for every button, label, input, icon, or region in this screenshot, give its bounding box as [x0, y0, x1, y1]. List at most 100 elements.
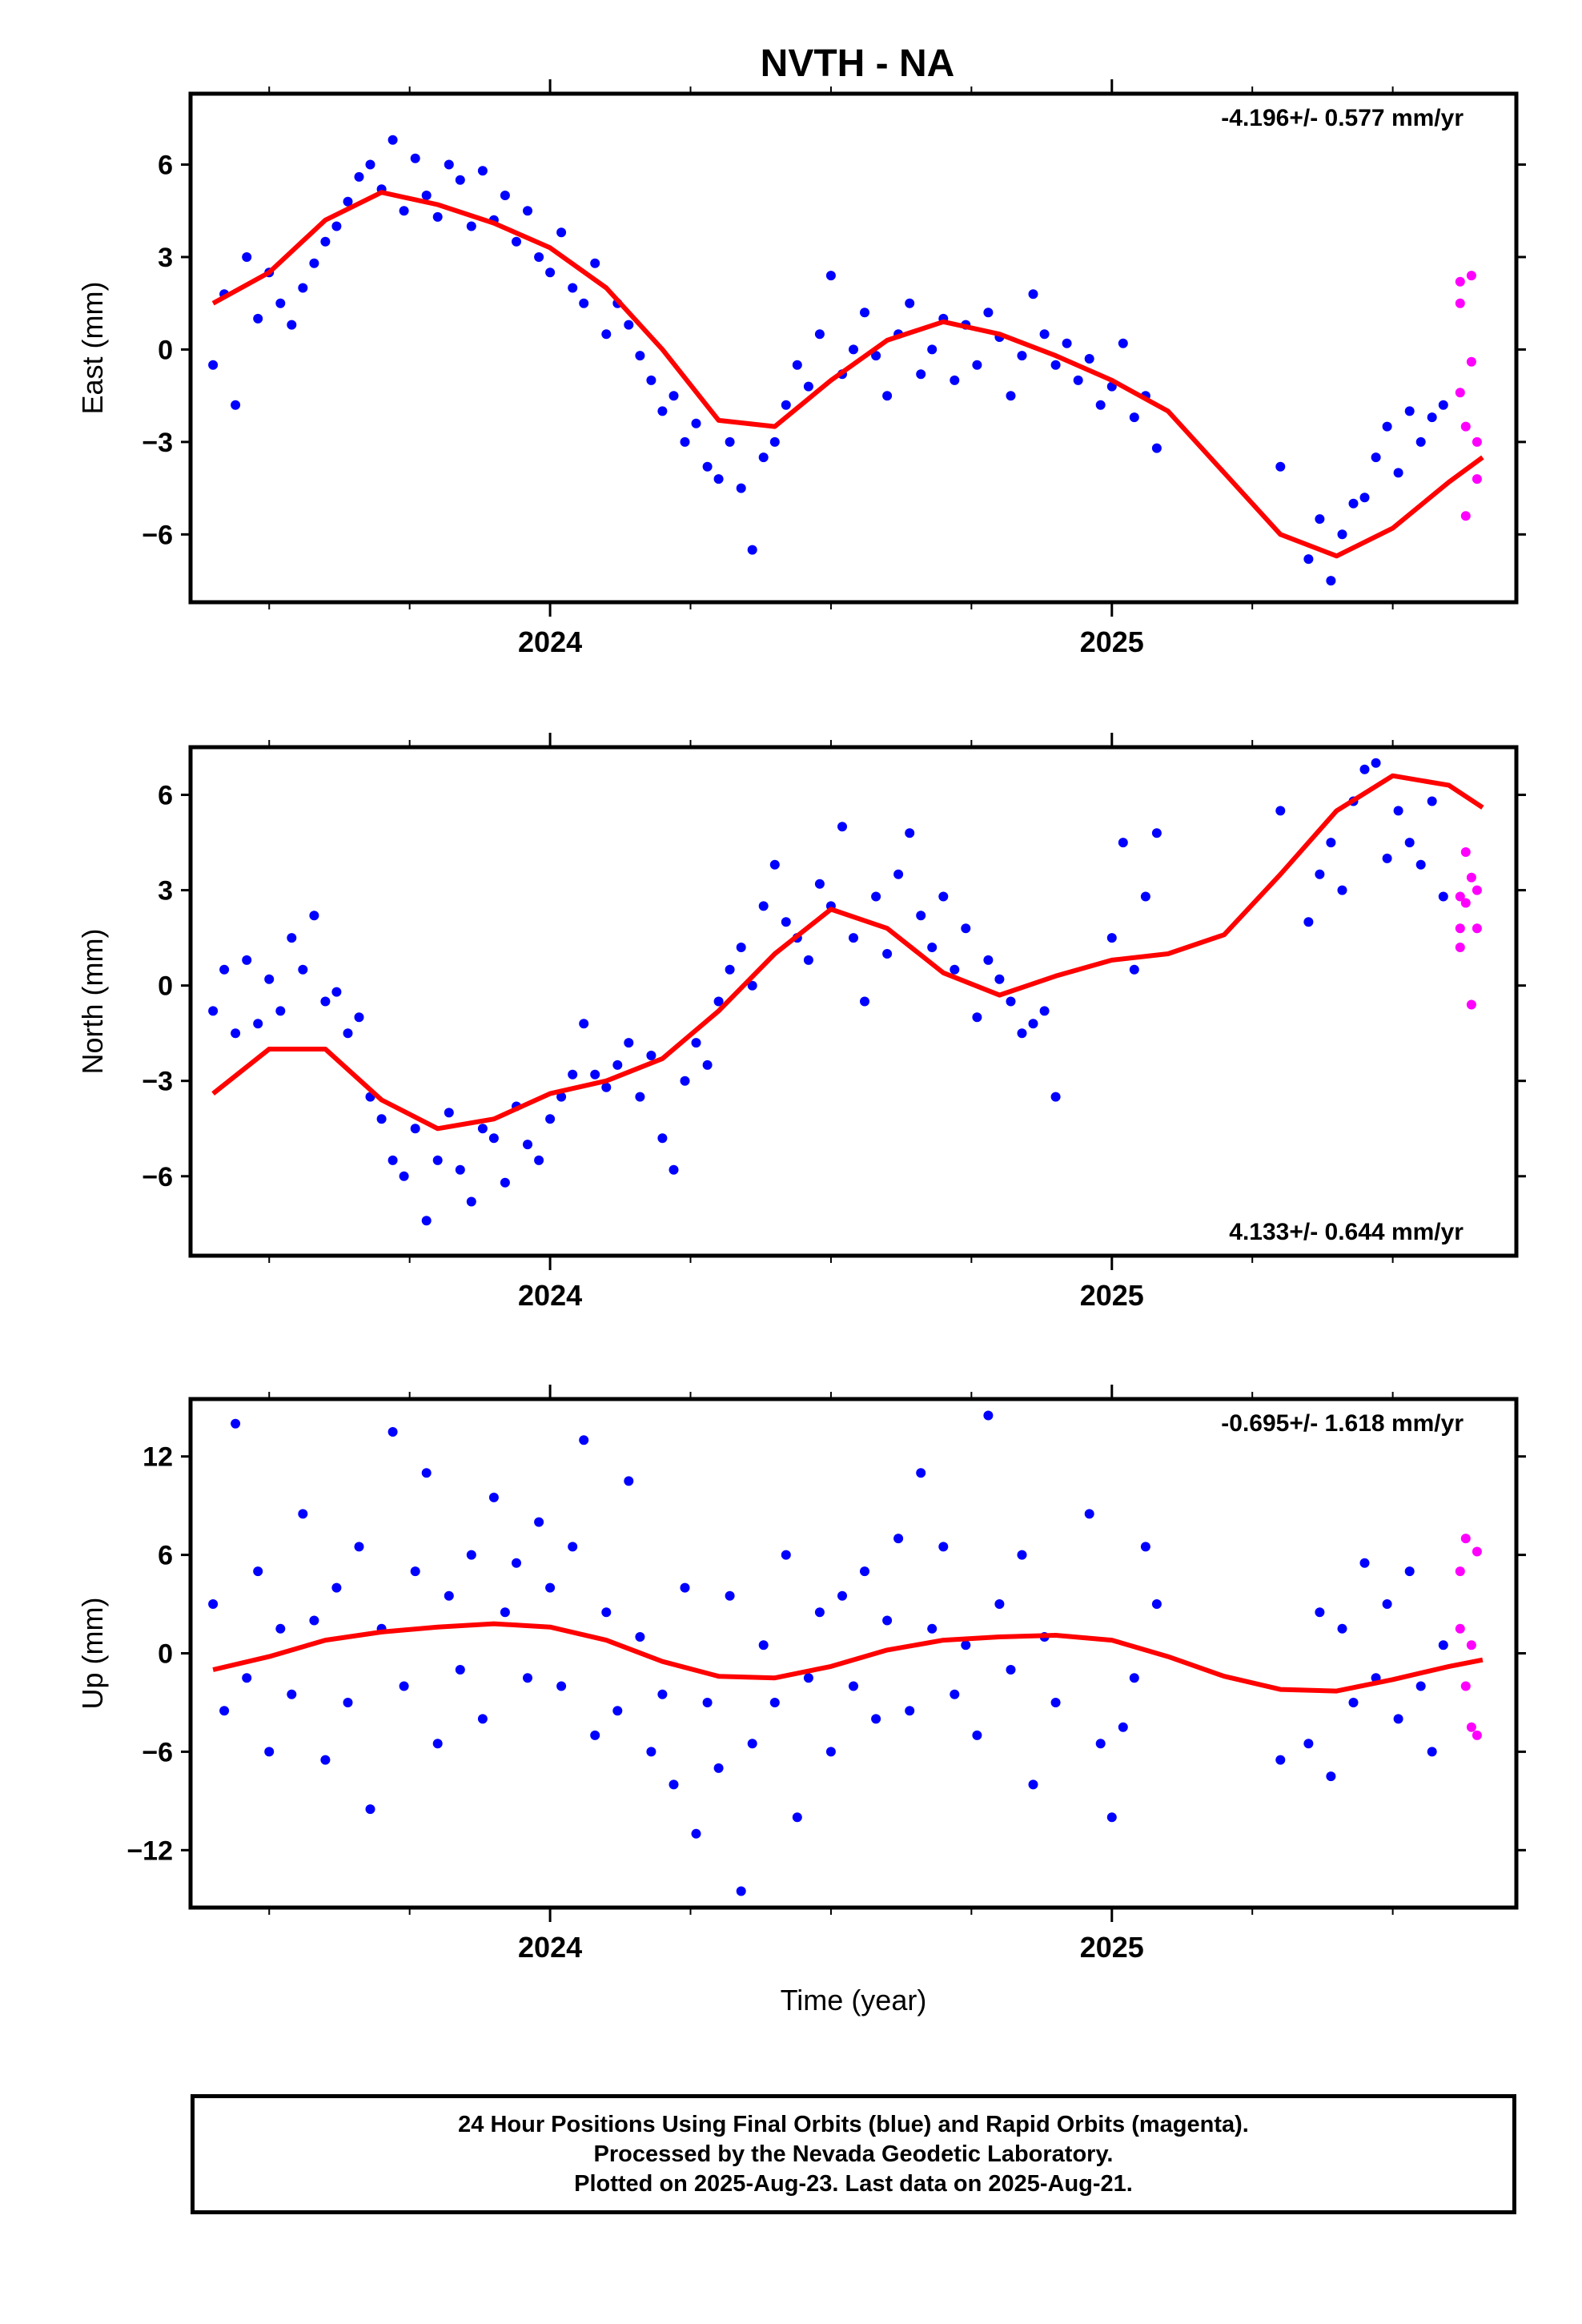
final-orbit-point [1393, 1714, 1403, 1724]
final-orbit-point [1303, 554, 1314, 565]
final-orbit-point [1404, 406, 1415, 416]
final-orbit-point [601, 1082, 612, 1092]
final-orbit-point [275, 1006, 286, 1016]
final-orbit-point [219, 1706, 230, 1716]
final-orbit-point [612, 1706, 623, 1716]
final-orbit-point [287, 320, 297, 330]
final-orbit-point [477, 1124, 488, 1134]
final-orbit-point [466, 221, 476, 231]
final-orbit-point [1095, 400, 1106, 410]
final-orbit-point [849, 344, 858, 355]
final-orbit-point [488, 1492, 499, 1502]
final-orbit-point [680, 1582, 690, 1593]
final-orbit-point [545, 1114, 556, 1124]
final-orbit-point [814, 329, 825, 340]
model-fit-line [212, 1621, 1484, 1694]
final-orbit-point [1017, 351, 1027, 361]
final-orbit-point [523, 1673, 532, 1683]
final-orbit-point [421, 1468, 432, 1478]
panel-frame [188, 745, 1519, 1258]
final-orbit-point [579, 298, 589, 308]
final-orbit-point [837, 1590, 847, 1601]
final-orbit-point [803, 381, 813, 392]
final-orbit-point [882, 1615, 893, 1626]
rapid-orbit-point [1455, 1566, 1465, 1577]
final-orbit-point [601, 1607, 612, 1618]
y-tick-label: 3 [158, 243, 173, 273]
y-tick-label: −3 [142, 1067, 173, 1097]
final-orbit-point [320, 996, 331, 1007]
final-orbit-point [579, 1435, 589, 1445]
final-orbit-point [1315, 1607, 1325, 1618]
final-orbit-point [882, 391, 893, 401]
final-orbit-point [871, 351, 881, 361]
final-orbit-point [702, 1059, 713, 1070]
final-orbit-point [601, 329, 612, 340]
y-tick-label: −6 [142, 1737, 173, 1767]
final-orbit-point [1382, 853, 1392, 863]
final-orbit-point [231, 1028, 241, 1039]
final-orbit-point [309, 911, 319, 921]
final-orbit-point [646, 375, 656, 385]
panel-frame [188, 1397, 1519, 1910]
final-orbit-point [231, 400, 241, 410]
final-orbit-point [242, 955, 252, 965]
final-orbit-point [253, 1019, 263, 1029]
x-tick-label: 2025 [1080, 1279, 1144, 1312]
final-orbit-point [410, 153, 420, 163]
final-orbit-point [1393, 806, 1403, 816]
panel-frame [188, 91, 1519, 605]
final-orbit-point [1275, 461, 1286, 472]
final-orbit-point [1129, 1673, 1139, 1683]
final-orbit-point [1084, 354, 1094, 364]
final-orbit-point [556, 1092, 567, 1102]
final-orbit-point [781, 917, 791, 927]
final-orbit-point [444, 1590, 454, 1601]
final-orbit-point [1438, 400, 1448, 410]
final-orbit-point [500, 191, 510, 200]
final-orbit-point [1337, 1623, 1347, 1634]
final-orbit-point [1028, 1779, 1038, 1790]
final-orbit-point [523, 1140, 532, 1150]
final-orbit-point [1382, 421, 1392, 432]
final-orbit-point [298, 1509, 308, 1519]
final-orbit-point [455, 1665, 465, 1675]
final-orbit-point [1006, 1665, 1016, 1675]
final-orbit-point [713, 474, 724, 485]
final-orbit-point [1315, 869, 1325, 879]
final-orbit-point [432, 211, 443, 222]
final-orbit-point [882, 949, 893, 959]
final-orbit-point [1427, 796, 1437, 806]
final-orbit-point [905, 1706, 915, 1716]
final-orbit-point [713, 1763, 724, 1773]
rapid-orbit-point [1472, 436, 1482, 447]
final-orbit-point [1415, 859, 1426, 870]
y-tick-label: 0 [158, 971, 173, 1002]
rapid-orbit-point [1460, 898, 1471, 908]
final-orbit-point [680, 436, 690, 447]
panel-2: −6 −3 0 3 6 2024 2025 North (mm) 4.133+/- 0.644 … [76, 733, 1526, 1312]
rate-label: -4.196+/- 0.577 mm/yr [1221, 105, 1464, 131]
rapid-orbit-point [1466, 1640, 1476, 1651]
final-orbit-point [242, 252, 252, 262]
final-orbit-point [646, 1051, 656, 1060]
final-orbit-point [814, 1607, 825, 1618]
final-orbit-point [612, 1059, 623, 1070]
y-tick-label: −12 [126, 1835, 173, 1866]
final-orbit-point [825, 1747, 836, 1757]
footer-line-processed: Processed by the Nevada Geodetic Laborat… [593, 2141, 1114, 2167]
final-orbit-point [376, 1114, 387, 1124]
final-orbit-point [825, 271, 836, 281]
final-orbit-point [545, 1582, 556, 1593]
final-orbit-point [455, 1164, 465, 1175]
rapid-orbit-point [1472, 474, 1482, 485]
final-orbit-point [1118, 338, 1128, 348]
final-orbit-point [1028, 1019, 1038, 1029]
final-orbit-point [849, 1681, 858, 1691]
final-orbit-point [231, 1418, 241, 1429]
rapid-orbit-point [1455, 923, 1465, 934]
final-orbit-point [1006, 996, 1016, 1007]
final-orbit-point [568, 1542, 578, 1552]
final-orbit-point [500, 1607, 510, 1618]
